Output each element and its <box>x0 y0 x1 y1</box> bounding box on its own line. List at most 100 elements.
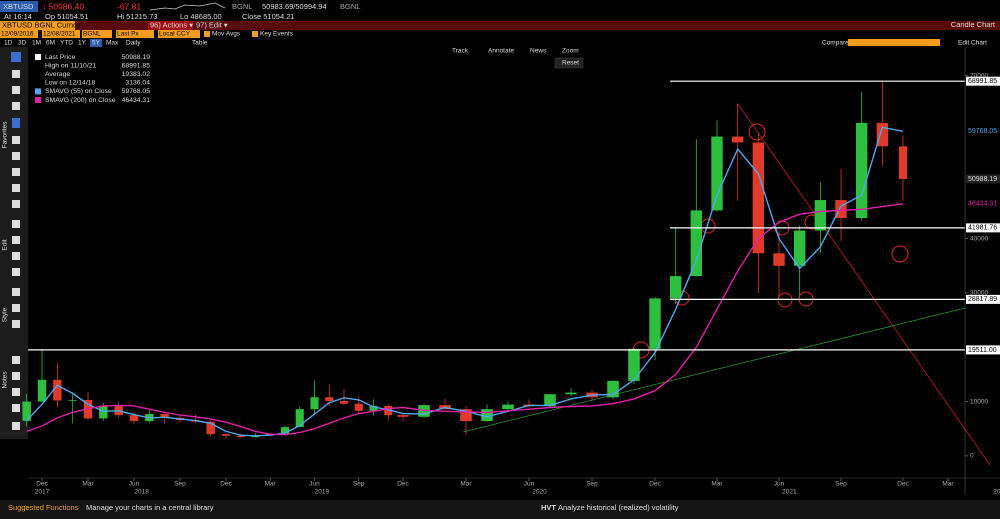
security[interactable]: XBTUSD BGNL Curncy <box>2 20 81 29</box>
candle-body <box>898 146 908 179</box>
table-button[interactable]: Table <box>192 40 208 47</box>
edit-menu[interactable]: 97) Edit ▾ <box>196 20 228 29</box>
value-tag <box>966 199 1000 209</box>
candle-body <box>876 122 889 147</box>
legend-value: 50988.19 <box>122 54 151 61</box>
period-button[interactable]: 1D <box>4 40 13 47</box>
candle-body <box>814 200 827 231</box>
quote-close: Close 51054.21 <box>242 12 295 21</box>
period-selected[interactable] <box>90 39 102 47</box>
side-tab[interactable]: Notes <box>2 371 9 389</box>
value-tag-label: 59768.05 <box>968 128 997 135</box>
actions-button[interactable] <box>148 21 193 30</box>
candle-body <box>206 421 215 435</box>
legend-value: 68991.85 <box>122 62 151 69</box>
year-label: 2017 <box>35 489 50 496</box>
candle-body <box>295 409 304 428</box>
key-events[interactable]: Key Events <box>260 31 294 38</box>
compare[interactable]: Compare <box>822 40 849 47</box>
footer-tip[interactable]: Manage your charts in a central library <box>86 503 214 512</box>
candle-body <box>773 253 785 266</box>
year-label: 2019 <box>315 489 330 496</box>
chart-tool[interactable]: News <box>530 48 547 55</box>
legend-value: 19383.02 <box>122 71 151 78</box>
function-code[interactable]: HVT <box>541 503 556 512</box>
title-bar <box>0 21 1000 30</box>
x-tick-label: Sep <box>353 481 365 488</box>
reset-button[interactable] <box>554 57 584 69</box>
source-field[interactable]: BGNL <box>83 31 101 38</box>
x-tick-label: Jun <box>309 481 320 488</box>
period-button[interactable]: Max <box>106 40 119 47</box>
candle-body <box>236 435 245 438</box>
level-tag <box>966 345 1000 355</box>
candle-body <box>690 210 703 277</box>
year-label: 2021 <box>782 489 797 496</box>
sparkline <box>149 2 226 11</box>
chart-tool[interactable]: Zoom <box>562 48 579 55</box>
period-button[interactable]: YTD <box>60 40 73 47</box>
chart-tool[interactable]: Track <box>452 48 469 55</box>
source-box[interactable] <box>82 30 112 38</box>
end-date[interactable]: 12/08/2021 <box>43 31 76 38</box>
candle-body <box>37 379 47 402</box>
price-field[interactable]: Last Px <box>117 31 139 38</box>
side-tab[interactable]: Edit <box>2 239 9 250</box>
suggested-functions[interactable]: Suggested Functions <box>8 503 79 512</box>
y-tick-label: 10000 <box>970 398 988 405</box>
legend-label: Low on 12/14/18 <box>45 80 95 87</box>
currency[interactable]: Local CCY <box>159 31 191 38</box>
y-tick-label: 40000 <box>970 235 988 242</box>
candle-body <box>160 414 169 418</box>
footer-bar <box>0 500 1000 519</box>
value-tag-label: 46434.31 <box>968 201 997 208</box>
candle-body <box>669 276 682 299</box>
x-tick-label: Dec <box>36 481 48 488</box>
x-tick-label: Mar <box>942 481 954 488</box>
legend-label: Last Price <box>45 54 75 61</box>
date-box[interactable] <box>0 30 38 38</box>
side-tab[interactable]: Favorites <box>2 121 9 148</box>
start-date[interactable]: 12/09/2016 <box>1 31 34 38</box>
currency-box[interactable] <box>158 30 200 38</box>
side-tab[interactable]: Style <box>2 307 9 322</box>
period-button[interactable]: 5Y <box>92 40 101 47</box>
compare-box[interactable] <box>848 39 940 46</box>
period-button[interactable]: 3D <box>18 40 27 47</box>
candle-body <box>752 142 765 254</box>
candle-body <box>325 397 334 402</box>
checkbox[interactable] <box>252 31 258 37</box>
checkbox[interactable] <box>204 31 210 37</box>
candle-body <box>221 434 231 436</box>
last-price: ↓ 50986.40 <box>42 1 84 11</box>
quote-high: Hi 51215.73 <box>117 12 157 21</box>
candle-body <box>384 405 393 416</box>
legend-swatch <box>35 71 41 78</box>
date-box[interactable] <box>42 30 80 38</box>
field-box[interactable] <box>116 30 154 38</box>
edit-chart[interactable]: Edit Chart <box>958 40 987 47</box>
legend-swatch <box>35 62 41 69</box>
x-tick-label: Mar <box>82 481 94 488</box>
x-tick-label: Dec <box>220 481 232 488</box>
x-tick-label: Dec <box>897 481 909 488</box>
plot <box>22 81 908 439</box>
frequency[interactable]: Daily <box>126 40 141 47</box>
actions[interactable]: 96) Actions ▾ <box>150 20 193 29</box>
legend-swatch <box>35 97 41 103</box>
security-box[interactable] <box>0 21 75 30</box>
reset[interactable]: Reset <box>562 60 579 67</box>
period-button[interactable]: 6M <box>46 40 55 47</box>
function-description[interactable]: Analyze historical (realized) volatility <box>558 503 679 512</box>
level-label: 68991.85 <box>968 78 997 85</box>
moving-average <box>26 203 904 436</box>
legend-value: 59768.05 <box>122 88 151 95</box>
period-button[interactable]: 1M <box>32 40 41 47</box>
chart-tool[interactable]: Annotate <box>488 48 514 55</box>
candle-body <box>855 122 868 218</box>
mov-avgs[interactable]: Mov Avgs <box>212 31 241 38</box>
period-button[interactable]: 1Y <box>78 40 87 47</box>
y-tick-label: 0 <box>970 453 974 460</box>
